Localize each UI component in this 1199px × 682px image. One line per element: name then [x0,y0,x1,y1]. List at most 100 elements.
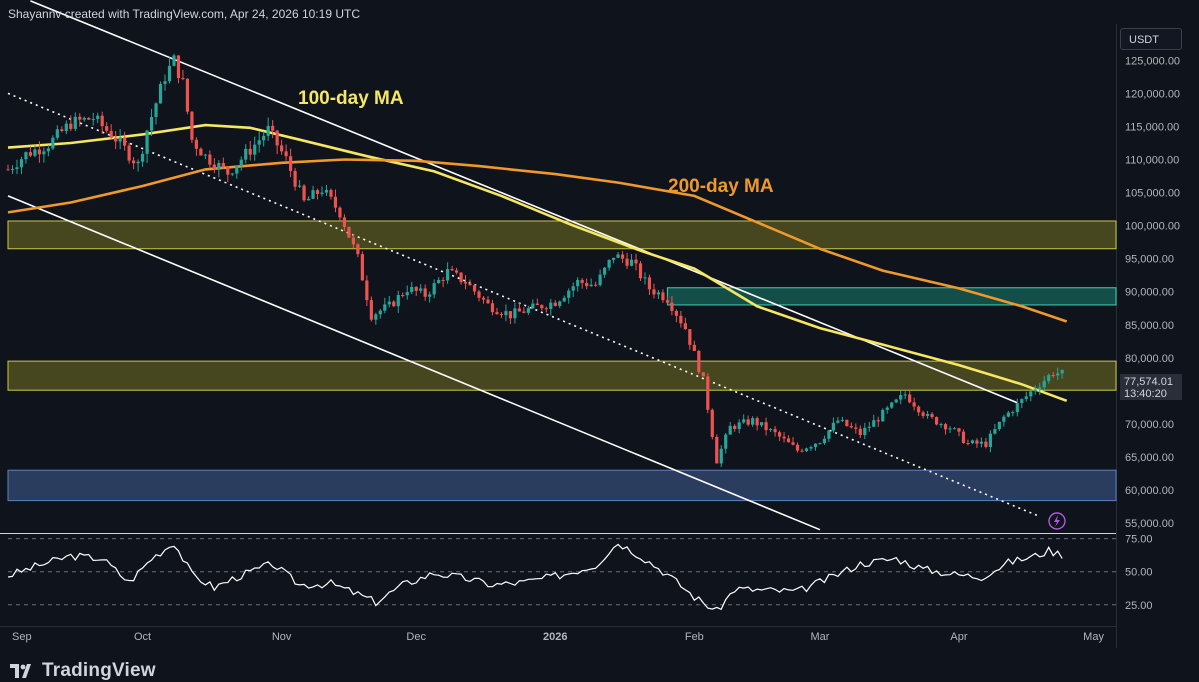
candle-body [881,409,885,422]
candle-body [123,137,127,146]
x-tick-label: Dec [406,631,426,643]
price-candle [768,427,773,432]
candle-body [899,395,903,400]
price-candle [813,443,818,451]
price-candle [760,422,764,428]
price-candle [975,438,979,448]
last-price-tag: 77,574.01 13:40:20 [1120,374,1182,400]
price-candle [392,300,396,308]
candle-body [845,419,849,427]
price-candle [881,408,885,422]
price-candle [531,299,535,310]
candle-body [692,344,696,351]
price-candle [347,226,351,238]
price-candle [360,251,364,281]
candle-body [638,263,643,279]
price-candle [297,180,302,188]
price-candle [244,144,248,164]
candle-body [535,303,539,306]
price-candle [459,272,463,285]
candle-body [266,125,270,136]
candle-body [414,286,418,291]
price-candle [324,184,329,196]
candle-body [522,311,526,313]
price-candle [221,157,225,169]
y-tick-label: 70,000.00 [1125,419,1174,431]
candle-body [603,267,607,275]
currency-unit-selector[interactable]: USDT [1120,28,1182,50]
candle-body [755,418,759,426]
x-tick-label: 2026 [543,631,567,643]
candle-body [585,283,589,287]
candle-body [665,300,670,303]
candle-body [544,308,548,310]
candle-body [217,163,221,170]
price-candle [957,427,961,437]
last-price-value: 77,574.01 [1124,376,1173,388]
candle-body [1002,416,1006,422]
price-candle [293,167,297,191]
candle-body [6,169,10,171]
candle-body [984,441,988,447]
price-candle [100,111,104,134]
candle-body [329,189,333,197]
price-candle [629,253,634,267]
price-candle [1033,385,1037,395]
candle-body [925,413,930,416]
candle-body [311,190,315,199]
price-candle [127,142,131,164]
price-candle [230,172,234,177]
rsi-tick-label: 50.00 [1125,567,1153,579]
candle-body [827,430,831,439]
price-candle [132,157,136,170]
price-candle [858,425,862,439]
price-candle [82,116,86,122]
bar-countdown: 13:40:20 [1124,388,1167,400]
price-candle [203,153,207,160]
price-candle [885,405,889,414]
candle-body [917,406,921,413]
price-candle [809,445,813,452]
price-candle [562,295,566,303]
candle-body [679,315,683,324]
price-candle [616,252,620,259]
price-candle [997,421,1001,432]
series-200-day-ma [7,158,1068,323]
candle-body [979,441,984,444]
price-candle [495,307,499,315]
price-candle [55,125,59,140]
price-candle [378,309,382,319]
zone-supply [666,287,1117,306]
price-candle [235,165,239,179]
price-candle [643,272,647,285]
price-candle [585,278,589,290]
rsi-tick-label: 75.00 [1125,534,1153,546]
candle-body [181,78,185,80]
candle-body [320,192,324,194]
price-candle [140,150,145,167]
candle-body [661,292,665,301]
candle-body [490,303,495,313]
candle-body [378,310,382,315]
candle-body [988,433,992,447]
price-candle [118,129,122,150]
tradingview-logo[interactable]: TradingView [10,660,156,682]
candle-body [625,258,629,266]
candle-body [890,402,894,408]
price-candle [912,397,916,411]
price-candle [683,317,687,330]
candle-body [813,443,818,448]
candle-body [836,420,840,423]
candle-body [239,159,243,167]
candle-body [154,103,158,117]
candle-body [432,283,436,295]
price-candle [109,124,113,140]
price-candle [333,189,338,213]
price-candle [365,275,369,307]
price-candle [948,426,952,433]
candle-body [513,308,517,319]
price-candle [598,269,602,287]
candle-body [782,436,786,439]
candle-body [289,156,293,171]
